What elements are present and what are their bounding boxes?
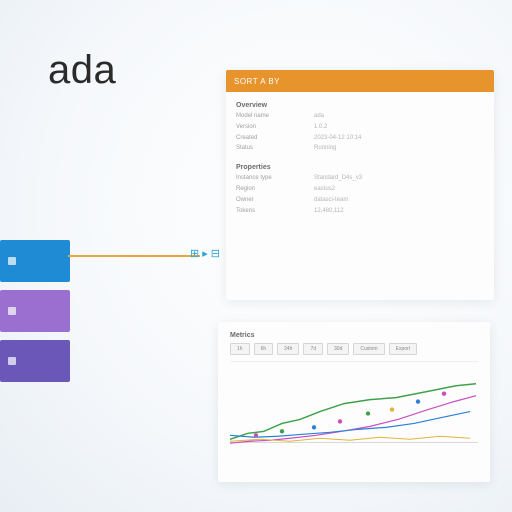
chart-title: Metrics	[230, 332, 478, 339]
prop-row: Owner datasci-team	[236, 197, 484, 205]
color-block-blue[interactable]	[0, 240, 70, 282]
range-button[interactable]: 1h	[230, 343, 250, 355]
connector-icons: ⊞ ▸ ⊟	[190, 247, 219, 260]
prop-row: Created 2023-04-12 10:14	[236, 135, 484, 143]
color-block-stack	[0, 240, 70, 382]
prop-value: 2023-04-12 10:14	[314, 135, 484, 143]
export-button[interactable]: Export	[389, 343, 417, 355]
prop-value: 12,480,112	[314, 208, 484, 216]
logo-text: ada	[48, 48, 116, 93]
chart-svg	[230, 362, 478, 465]
range-button[interactable]: 24h	[277, 343, 299, 355]
overview-title: Overview	[236, 102, 484, 109]
prop-label: Created	[236, 135, 296, 143]
range-button[interactable]: Custom	[353, 343, 384, 355]
prop-label: Model name	[236, 113, 296, 121]
prop-value: 1.0.2	[314, 124, 484, 132]
prop-row: Status Running	[236, 145, 484, 153]
prop-row: Region eastus2	[236, 186, 484, 194]
prop-label: Owner	[236, 197, 296, 205]
properties-title: Properties	[236, 164, 484, 171]
range-button[interactable]: 6h	[254, 343, 274, 355]
panel-body: Overview Model name ada Version 1.0.2 Cr…	[226, 92, 494, 215]
connector-line	[68, 255, 200, 257]
chart-toolbar: 1h 6h 24h 7d 30d Custom Export	[230, 343, 478, 355]
prop-row: Version 1.0.2	[236, 124, 484, 132]
prop-label: Region	[236, 186, 296, 194]
color-block-purple[interactable]	[0, 290, 70, 332]
prop-label: Instance type	[236, 175, 296, 183]
arrow-icon: ▸	[202, 247, 207, 260]
range-button[interactable]: 7d	[303, 343, 323, 355]
panel-header[interactable]: SORT A BY	[226, 70, 494, 92]
prop-label: Version	[236, 124, 296, 132]
color-block-violet[interactable]	[0, 340, 70, 382]
prop-row: Tokens 12,480,112	[236, 208, 484, 216]
prop-value: Running	[314, 145, 484, 153]
prop-value: datasci-team	[314, 197, 484, 205]
db-icon: ⊟	[211, 247, 219, 260]
details-panel: SORT A BY Overview Model name ada Versio…	[226, 70, 494, 300]
prop-value: eastus2	[314, 186, 484, 194]
prop-value: ada	[314, 113, 484, 121]
metrics-chart-panel: Metrics 1h 6h 24h 7d 30d Custom Export	[218, 322, 490, 482]
prop-label: Status	[236, 145, 296, 153]
range-button[interactable]: 30d	[327, 343, 349, 355]
prop-value: Standard_D4s_v3	[314, 175, 484, 183]
prop-row: Instance type Standard_D4s_v3	[236, 175, 484, 183]
panel-header-label: SORT A BY	[234, 77, 280, 86]
prop-label: Tokens	[236, 208, 296, 216]
prop-row: Model name ada	[236, 113, 484, 121]
node-icon: ⊞	[190, 247, 198, 260]
chart-area	[230, 361, 478, 465]
